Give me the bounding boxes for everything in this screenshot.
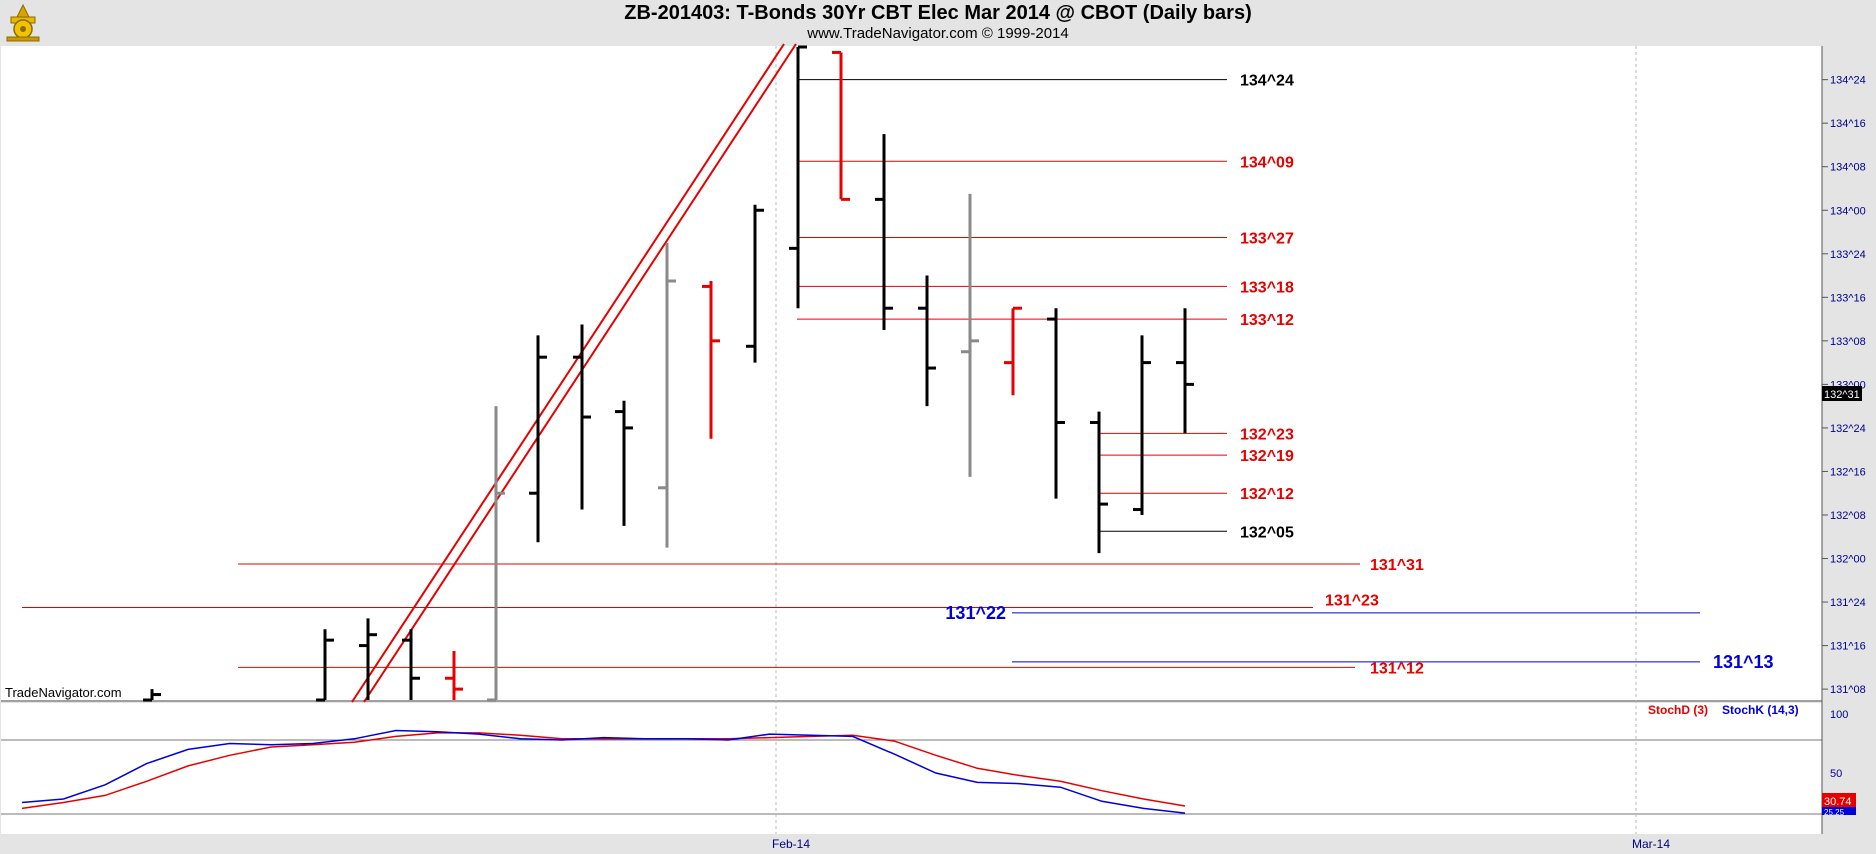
price-panel xyxy=(1,46,1822,701)
ohlc-bar xyxy=(961,193,979,477)
stochd-value-label: 30.74 xyxy=(1824,796,1852,808)
ohlc-bar xyxy=(658,242,676,548)
trendline xyxy=(351,43,785,703)
price-tick-label: 131^24 xyxy=(1830,597,1866,609)
level-label: 133^12 xyxy=(1240,312,1294,329)
ohlc-bar xyxy=(875,134,893,330)
stochk-line xyxy=(21,729,1186,814)
stoch-tick-label: 100 xyxy=(1830,709,1848,721)
stochk-value-marker xyxy=(1822,807,1856,815)
price-tick-label: 132^08 xyxy=(1830,510,1866,522)
stoch-tick-label: 50 xyxy=(1830,768,1842,780)
price-tick-label: 132^16 xyxy=(1830,466,1866,478)
level-label: 133^18 xyxy=(1240,279,1294,296)
level-label: 133^27 xyxy=(1240,230,1294,247)
price-tick-label: 132^24 xyxy=(1830,423,1866,435)
ohlc-bar xyxy=(316,629,334,702)
price-tick-label: 131^08 xyxy=(1830,684,1866,696)
ohlc-bar xyxy=(359,618,377,700)
stochd-value-marker xyxy=(1822,793,1856,808)
stochd-legend: StochD (3) xyxy=(1648,703,1708,717)
price-tick-label: 134^16 xyxy=(1830,118,1866,130)
ohlc-bar xyxy=(1047,308,1065,499)
ohlc-bar xyxy=(402,629,420,700)
price-tick-label: 131^16 xyxy=(1830,641,1866,653)
levels-layer: 134^24 134^09 133^27 133^18 133^12 132^23 132^… xyxy=(22,73,1774,677)
stochd-line xyxy=(21,732,1186,810)
date-tick-label: Mar-14 xyxy=(1632,837,1670,851)
date-axis-ticks: Feb-14 Mar-14 xyxy=(772,837,1670,851)
trendline-layer xyxy=(351,43,797,703)
price-tick-label: 134^08 xyxy=(1830,162,1866,174)
ohlc-bar xyxy=(615,400,633,526)
level-label: 132^12 xyxy=(1240,486,1294,503)
ohlc-bar xyxy=(487,406,505,702)
price-tick-label: 133^08 xyxy=(1830,336,1866,348)
bars-layer xyxy=(143,45,1194,702)
ohlc-bar xyxy=(789,45,807,309)
stochastic-layer: 100 50 xyxy=(21,709,1848,814)
level-label: 132^05 xyxy=(1240,524,1294,541)
stochk-legend: StochK (14,3) xyxy=(1722,703,1799,717)
ohlc-bar xyxy=(573,324,591,510)
level-label: 132^23 xyxy=(1240,426,1294,443)
chart-subtitle: www.TradeNavigator.com © 1999-2014 xyxy=(807,25,1069,42)
ohlc-bar xyxy=(918,275,936,407)
ohlc-bar xyxy=(1176,308,1194,434)
level-label: 131^23 xyxy=(1325,592,1379,609)
ohlc-bar xyxy=(746,204,764,363)
price-tick-label: 134^00 xyxy=(1830,205,1866,217)
indicator-panel xyxy=(1,703,1822,834)
price-tick-label: 133^16 xyxy=(1830,292,1866,304)
chart-title: ZB-201403: T-Bonds 30Yr CBT Elec Mar 201… xyxy=(624,2,1252,24)
level-label: 131^31 xyxy=(1370,557,1424,574)
price-tick-label: 133^24 xyxy=(1830,249,1866,261)
last-price-marker xyxy=(1822,386,1862,401)
level-label: 134^09 xyxy=(1240,154,1294,171)
trendline xyxy=(363,43,797,703)
last-price-label: 132^31 xyxy=(1824,389,1860,401)
ohlc-bar xyxy=(832,50,850,201)
ohlc-bar xyxy=(702,280,720,439)
level-label: 131^13 xyxy=(1713,652,1774,672)
price-tick-label: 134^24 xyxy=(1830,75,1866,87)
ohlc-bar xyxy=(1090,411,1108,554)
ohlc-bar xyxy=(1004,306,1022,396)
tradenavigator-logo xyxy=(6,3,40,42)
price-tick-label: 132^00 xyxy=(1830,554,1866,566)
stochk-value-label: 25.25 xyxy=(1824,808,1845,817)
level-label: 134^24 xyxy=(1240,73,1294,90)
date-tick-label: Feb-14 xyxy=(772,837,810,851)
chart-header: ZB-201403: T-Bonds 30Yr CBT Elec Mar 201… xyxy=(0,0,1876,46)
watermark: TradeNavigator.com xyxy=(5,685,122,700)
ohlc-bar xyxy=(1133,335,1151,515)
ohlc-bar xyxy=(529,335,547,543)
ohlc-bar xyxy=(445,651,463,700)
level-label: 131^12 xyxy=(1370,660,1424,677)
price-axis-ticks: 131^08 131^16 131^24 132^00 132^08 132^16 132^… xyxy=(1822,75,1866,696)
level-label: 132^19 xyxy=(1240,448,1294,465)
ohlc-bar xyxy=(143,689,161,702)
level-label: 131^22 xyxy=(945,603,1006,623)
